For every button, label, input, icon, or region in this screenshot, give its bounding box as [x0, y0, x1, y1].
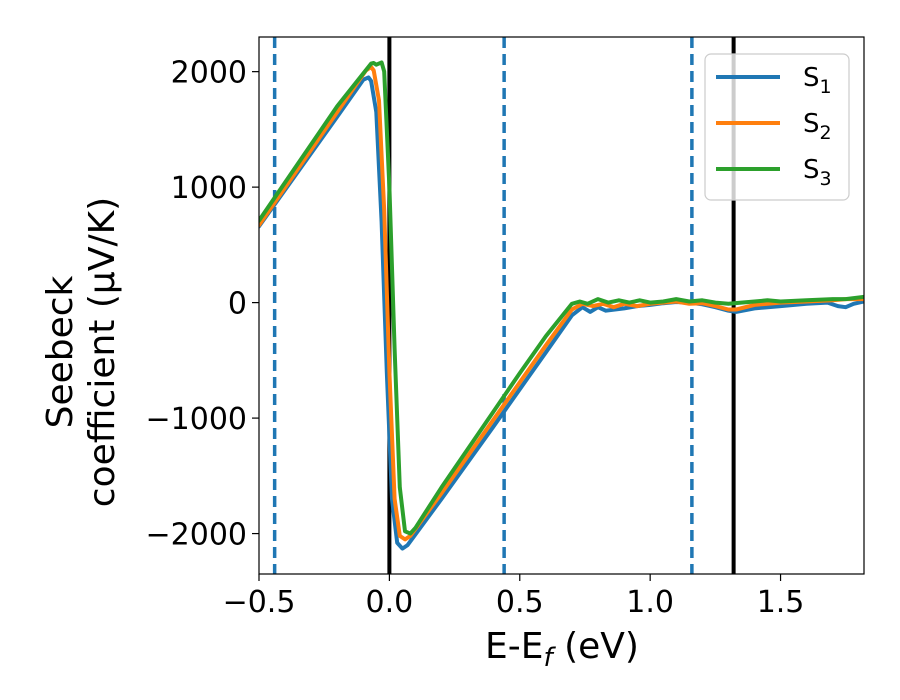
x-tick-label: −0.5 — [223, 585, 296, 620]
y-axis-label-line2: coefficient (μV/K) — [82, 197, 123, 507]
x-axis-ticks: −0.5 0.0 0.5 1.0 1.5 — [223, 574, 805, 620]
series-line-S2 — [259, 65, 864, 542]
x-tick-label: 1.0 — [626, 585, 674, 620]
series-lines — [259, 60, 864, 551]
x-axis-label-main: E-E — [485, 626, 543, 667]
legend-label-S1: S1 — [803, 63, 832, 98]
plot-frame — [258, 36, 865, 575]
y-tick-label: 0 — [228, 287, 247, 322]
legend-label-S2: S2 — [803, 109, 832, 144]
x-tick-label: 1.5 — [757, 585, 805, 620]
y-tick-label: 1000 — [171, 171, 247, 206]
y-axis-ticks: −2000 −1000 0 1000 2000 — [146, 56, 259, 553]
x-axis-label: E-Ef (eV) — [485, 626, 639, 673]
series-line-S1 — [259, 75, 864, 551]
series-line-S3 — [259, 60, 864, 536]
legend: S1 S2 S3 — [704, 53, 850, 201]
y-tick-label: 2000 — [171, 56, 247, 91]
legend-box — [704, 53, 850, 201]
y-axis-label: Seebeck coefficient (μV/K) — [40, 197, 123, 507]
y-tick-label: −1000 — [146, 402, 247, 437]
x-tick-label: 0.5 — [496, 585, 544, 620]
vertical-reference-lines — [272, 37, 736, 574]
y-tick-label: −2000 — [146, 518, 247, 553]
legend-label-S3: S3 — [803, 155, 832, 190]
x-axis-label-unit: (eV) — [553, 626, 639, 667]
y-axis-label-line1: Seebeck — [40, 275, 81, 428]
x-tick-label: 0.0 — [366, 585, 414, 620]
